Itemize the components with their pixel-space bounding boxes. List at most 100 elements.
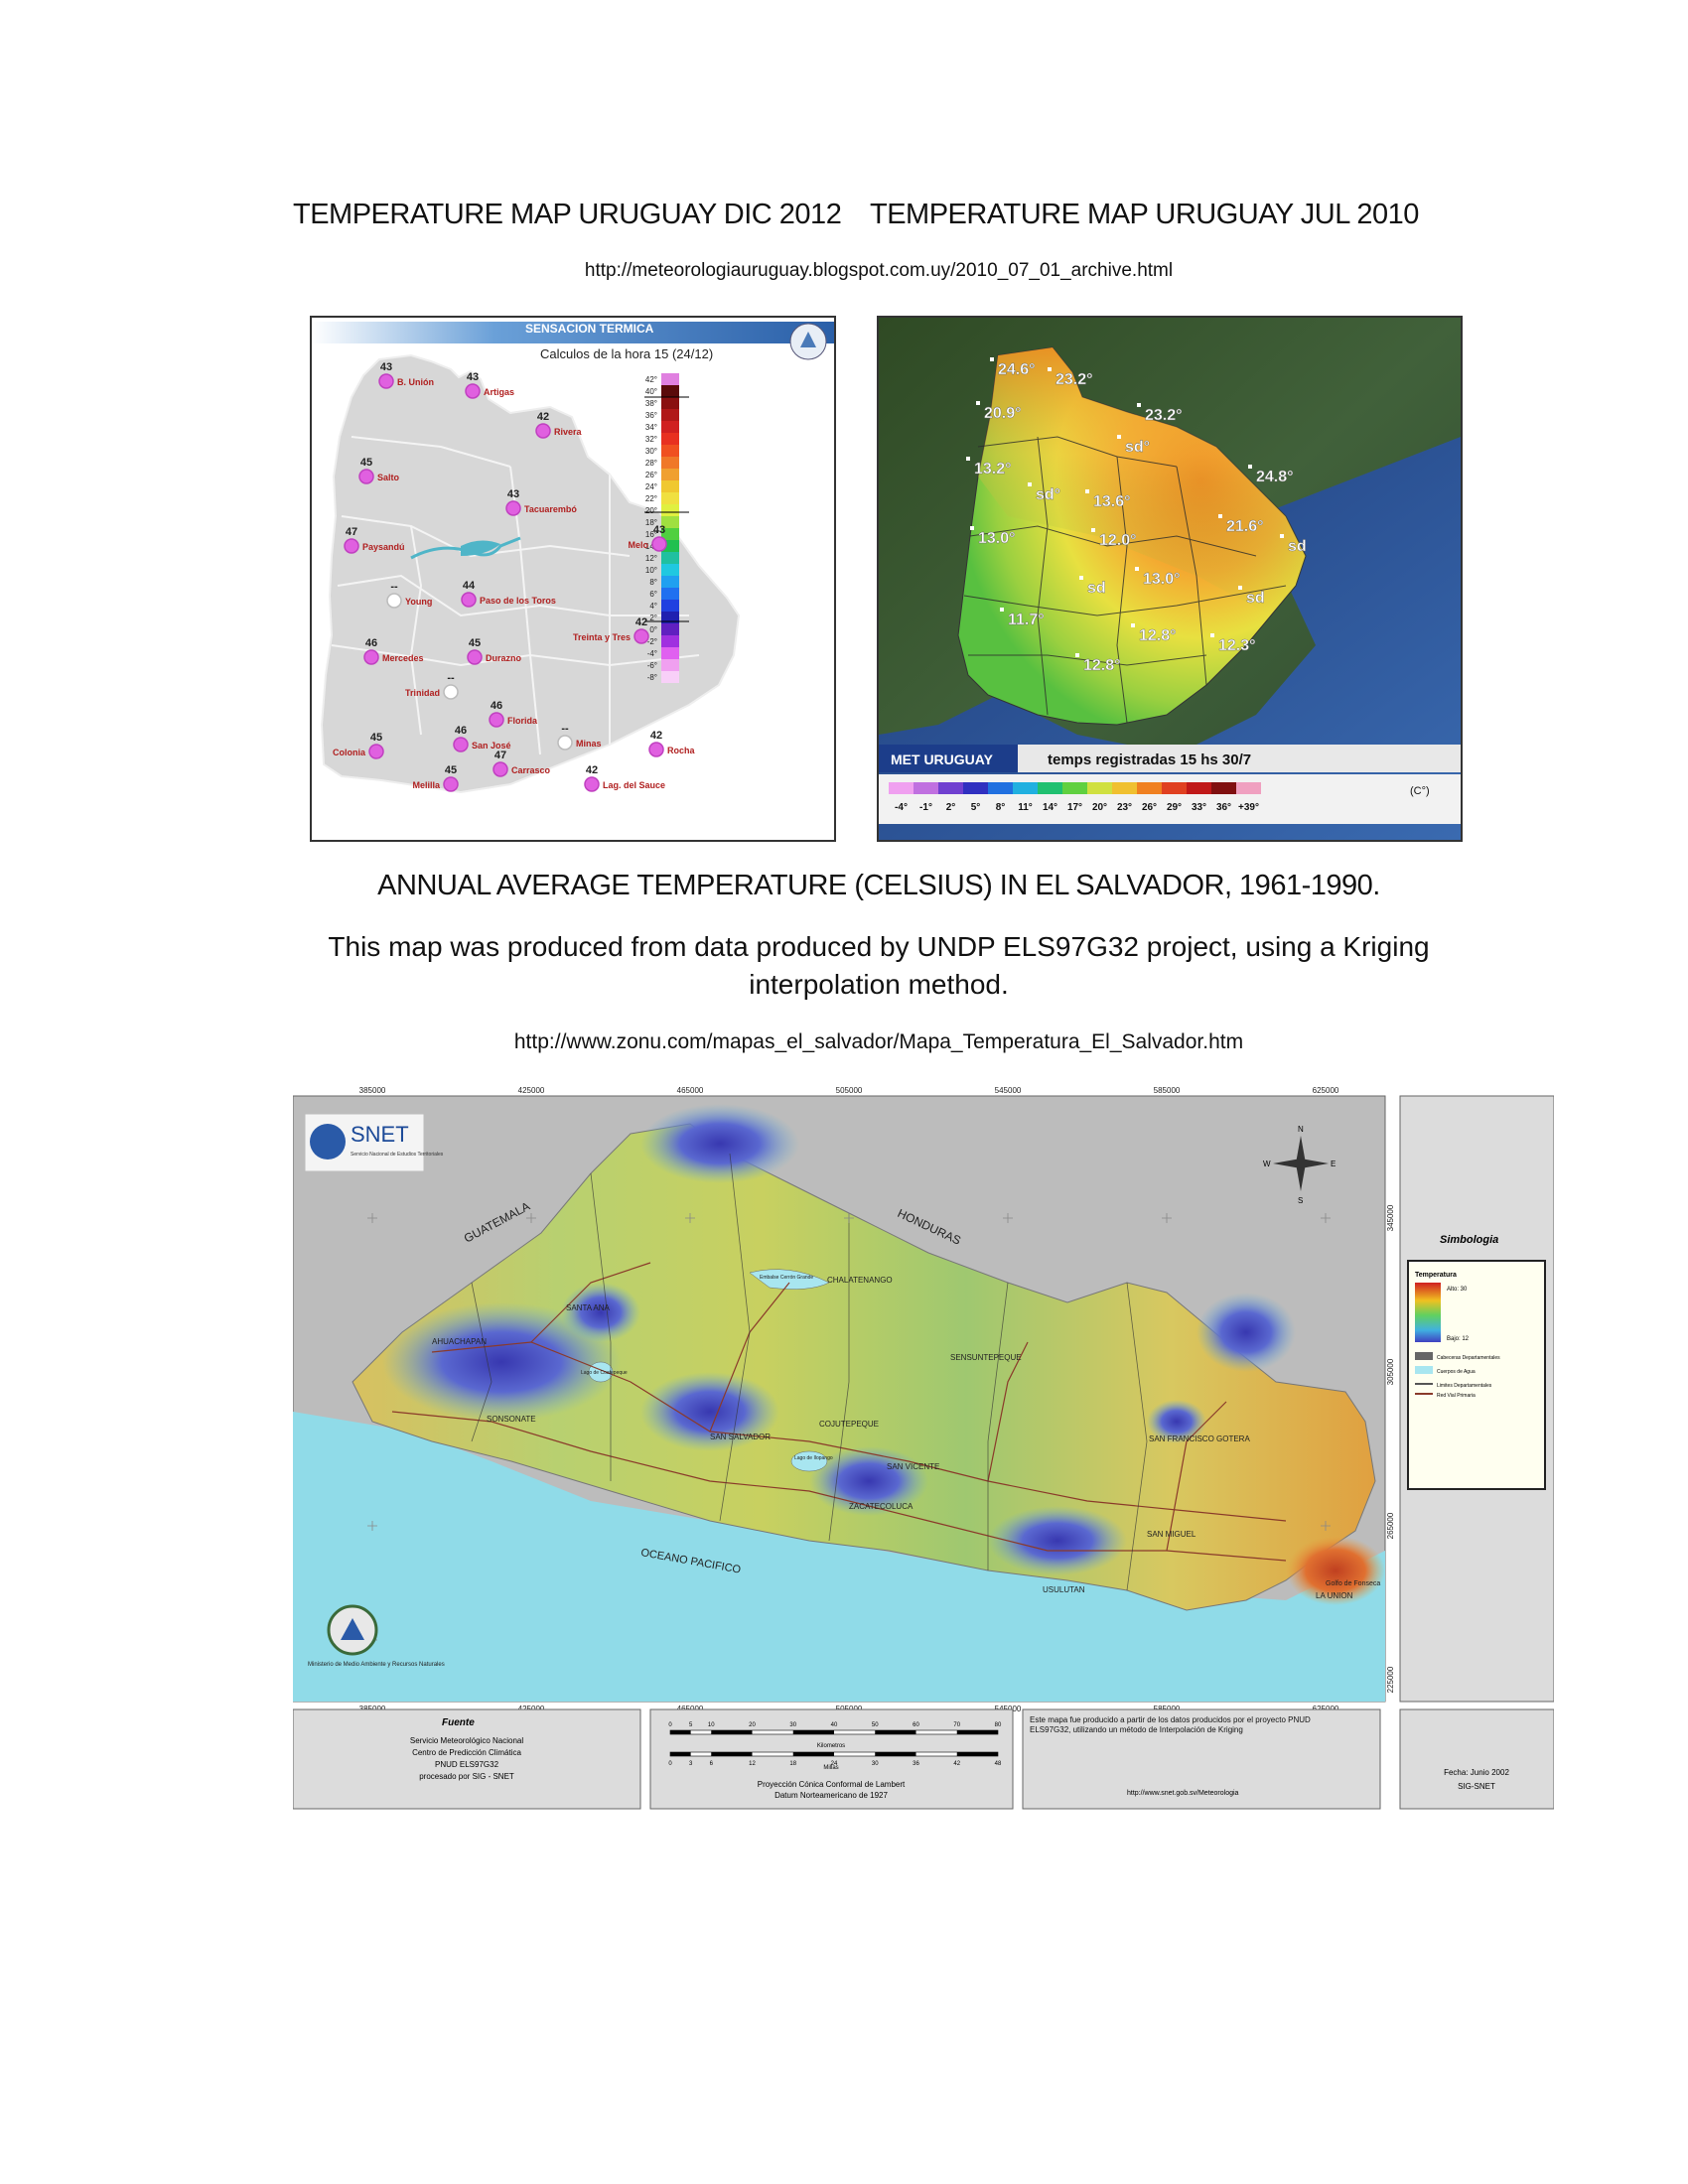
tick-label: 345000 — [1386, 1204, 1395, 1231]
logo-mark — [800, 332, 816, 347]
place-label: SENSUNTEPEQUE — [950, 1353, 1022, 1362]
scale-label: -6° — [647, 661, 657, 670]
station-marker — [1000, 608, 1004, 612]
ocean — [879, 437, 1461, 840]
scale-swatch — [661, 635, 679, 647]
cold-zone — [561, 1283, 640, 1342]
legend-symbol-cabeceras — [1415, 1352, 1433, 1360]
scale-swatch — [1137, 782, 1162, 794]
uruguay-jul-title: TEMPERATURE MAP URUGUAY JUL 2010 — [870, 199, 1419, 230]
thermal-subheader: Calculos de la hora 15 (24/12) — [540, 346, 713, 361]
temperature-reading: 13.0° — [978, 530, 1016, 547]
scale-swatch — [1162, 782, 1187, 794]
temperature-reading: sd — [1246, 590, 1265, 607]
station-dot — [461, 592, 477, 608]
scale-label: -4° — [647, 649, 657, 658]
legend-title: Simbologia — [1440, 1234, 1498, 1246]
scale-swatch — [661, 600, 679, 612]
station-marker — [990, 357, 994, 361]
fuente-panel — [292, 1708, 641, 1810]
fuente-line: procesado por SIG - SNET — [419, 1772, 514, 1781]
scale-swatch — [914, 782, 938, 794]
station-marker — [1117, 435, 1121, 439]
scale-label: 33° — [1192, 802, 1206, 813]
mi-bar-segment — [875, 1752, 916, 1756]
scale-swatch — [661, 516, 679, 528]
place-label: Golfo de Fonseca — [1326, 1580, 1380, 1587]
scale-swatch — [661, 469, 679, 480]
scale-label: 18° — [645, 518, 657, 527]
cold-zone — [988, 1506, 1127, 1575]
legend-symbol-water — [1415, 1366, 1433, 1374]
station-value: -- — [447, 672, 455, 684]
legend-item: Cabeceras Departamentales — [1437, 1355, 1500, 1361]
scale-label: 0° — [649, 625, 657, 634]
station-marker — [1131, 623, 1135, 627]
scale-swatch — [661, 457, 679, 469]
place-label: USULUTAN — [1043, 1585, 1085, 1594]
station-value: 42 — [635, 616, 647, 628]
km-tick: 70 — [953, 1722, 960, 1728]
station-marker — [1135, 567, 1139, 571]
mi-bar-segment — [711, 1752, 753, 1756]
station-marker — [1280, 534, 1284, 538]
thermal-map-svg: 42° 40° 38° 36° 34° 32° 30° 28° 26° 24° 22° 20° 18° 1… — [312, 318, 834, 840]
station-name: Treinta y Tres — [573, 632, 631, 642]
tick-label: 385000 — [359, 1086, 386, 1095]
note-url[interactable]: http://www.snet.gob.sv/Meteorologia — [1127, 1790, 1239, 1797]
department-borders — [331, 436, 700, 755]
legend-temp-title: Temperatura — [1415, 1272, 1457, 1279]
station-dot — [492, 761, 508, 777]
station-dot — [648, 742, 664, 757]
km-tick: 10 — [708, 1722, 715, 1728]
station-name: Paysandú — [362, 542, 405, 552]
svg-text:S: S — [1298, 1196, 1303, 1205]
mi-tick: 12 — [749, 1761, 756, 1767]
mi-tick: 18 — [789, 1761, 796, 1767]
scale-label: -2° — [647, 637, 657, 646]
tick-label: 265000 — [1386, 1512, 1395, 1539]
station-marker — [1085, 489, 1089, 493]
scale-swatch — [1013, 782, 1038, 794]
temperature-reading: sd — [1087, 580, 1106, 597]
scale-label: 12° — [645, 554, 657, 563]
fuente-line: PNUD ELS97G32 — [435, 1760, 499, 1769]
station-dot — [633, 628, 649, 644]
station-dot — [443, 776, 459, 792]
scale-label: 14° — [645, 542, 657, 551]
km-tick: 40 — [831, 1722, 838, 1728]
snet-globe-icon — [310, 1124, 346, 1160]
station-value: 45 — [445, 764, 457, 776]
department-borders — [963, 436, 1287, 724]
salvador-description: This map was produced from data produced… — [328, 931, 1430, 1000]
uruguay-dic-title: TEMPERATURE MAP URUGUAY DIC 2012 — [293, 199, 842, 230]
station-name: Colonia — [333, 748, 366, 757]
km-label: Kilometros — [817, 1743, 845, 1749]
svg-text:N: N — [1298, 1125, 1304, 1134]
temperature-reading: 24.8° — [1256, 469, 1294, 485]
cold-zone — [640, 1104, 799, 1183]
scale-label: 14° — [1043, 802, 1057, 813]
station-value: -- — [561, 723, 569, 735]
snet-logo-text: SNET — [351, 1122, 409, 1147]
station-marker — [1137, 403, 1141, 407]
station-name: Florida — [507, 716, 538, 726]
km-tick: 50 — [872, 1722, 879, 1728]
scale-label: -4° — [895, 802, 908, 813]
legend-item: Limites Departamentales — [1437, 1383, 1492, 1389]
station-value: 44 — [463, 580, 476, 592]
station-name: San José — [472, 741, 511, 751]
fuente-line: Centro de Predicción Climática — [412, 1748, 521, 1757]
place-label: LA UNION — [1316, 1591, 1353, 1600]
scale-swatch — [1087, 782, 1112, 794]
salvador-title: ANNUAL AVERAGE TEMPERATURE (CELSIUS) IN … — [377, 870, 1380, 901]
scale-label: 6° — [649, 590, 657, 599]
place-label: COJUTEPEQUE — [819, 1420, 879, 1429]
uruguay-source-url[interactable]: http://meteorologiauruguay.blogspot.com.… — [584, 260, 1174, 281]
tick-label: 425000 — [518, 1086, 545, 1095]
reservoir — [749, 1269, 830, 1290]
salvador-source-url[interactable]: http://www.zonu.com/mapas_el_salvador/Ma… — [513, 1030, 1244, 1053]
station-dot — [584, 776, 600, 792]
svg-text:W: W — [1263, 1160, 1271, 1168]
scale-swatch — [661, 492, 679, 504]
